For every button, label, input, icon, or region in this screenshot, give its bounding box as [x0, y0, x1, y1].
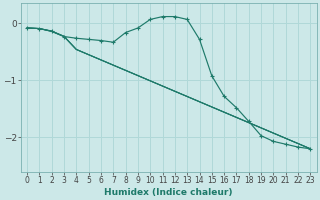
X-axis label: Humidex (Indice chaleur): Humidex (Indice chaleur) [104, 188, 233, 197]
